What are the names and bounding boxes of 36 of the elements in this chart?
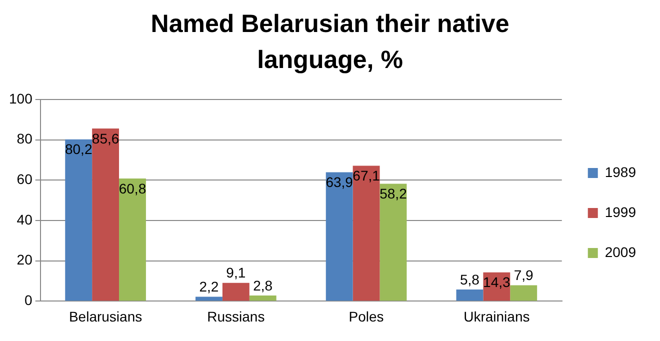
data-label: 58,2 — [380, 186, 408, 202]
x-tick-label: Belarusians — [68, 308, 142, 324]
data-label: 5,8 — [460, 271, 480, 288]
data-label: 67,1 — [352, 168, 380, 184]
data-label: 63,9 — [326, 174, 354, 190]
x-tick-label: Ukrainians — [464, 308, 530, 324]
bar — [92, 128, 120, 301]
bar — [222, 282, 250, 301]
bar — [326, 172, 353, 301]
bar — [249, 296, 276, 301]
y-tick-label: 20 — [16, 252, 33, 268]
data-label: 85,6 — [92, 130, 120, 146]
data-label: 60,8 — [118, 180, 146, 196]
y-tick-label: 60 — [16, 170, 33, 187]
bar — [456, 289, 484, 301]
y-tick-label: 100 — [9, 90, 33, 106]
legend-label: 2009 — [604, 244, 636, 260]
bar — [65, 139, 92, 301]
bar — [119, 178, 146, 301]
bar — [380, 184, 407, 301]
data-label: 2,2 — [199, 278, 219, 295]
legend-label: 1999 — [604, 204, 636, 220]
data-label: 2,8 — [253, 277, 273, 294]
data-label: 9,1 — [226, 264, 246, 281]
legend-label: 1989 — [604, 164, 636, 180]
chart-title: Named Belarusian their native language, % — [150, 9, 510, 76]
y-tick-label: 40 — [16, 211, 33, 228]
x-tick-label: Russians — [207, 308, 265, 324]
data-label: 14,3 — [483, 274, 511, 290]
bar — [510, 285, 538, 301]
y-tick-label: 0 — [24, 292, 33, 308]
bar — [352, 166, 380, 301]
data-label: 80,2 — [64, 141, 92, 158]
data-label: 7,9 — [514, 267, 534, 284]
x-tick-label: Poles — [348, 308, 384, 324]
y-tick-label: 80 — [16, 130, 33, 147]
